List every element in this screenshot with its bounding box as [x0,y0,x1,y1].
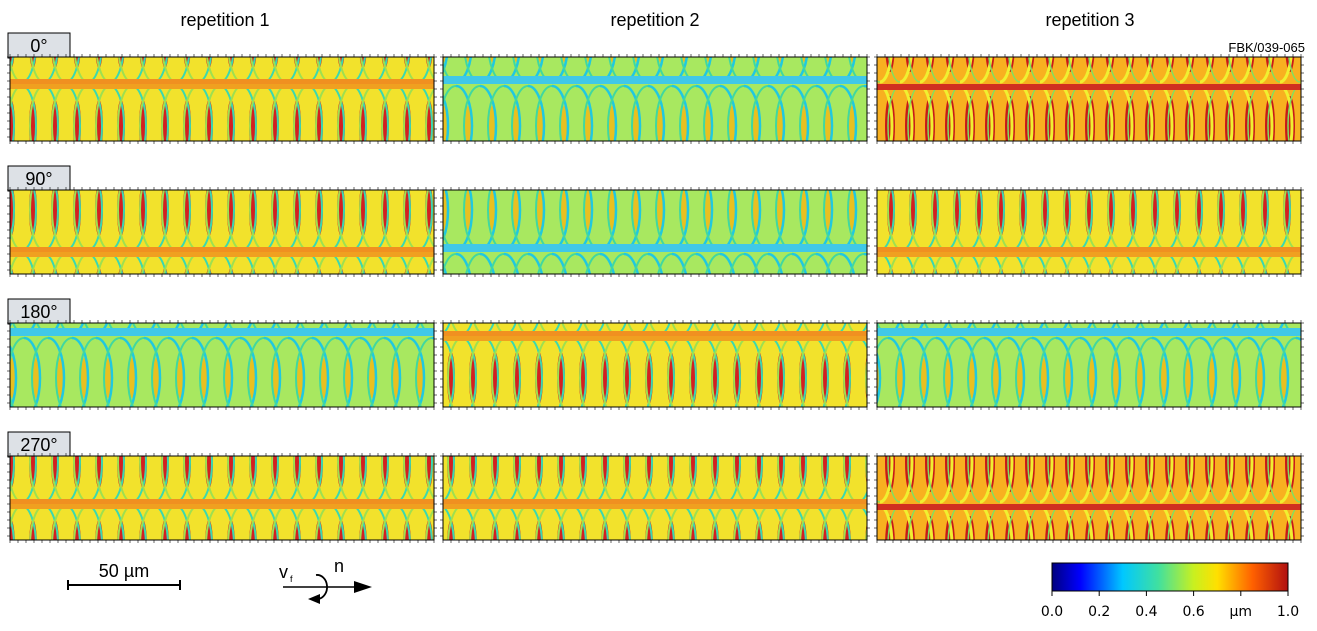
topography-map [877,456,1301,540]
topography-map [443,323,867,407]
column-title: repetition 1 [180,10,269,30]
row-label: 180° [20,302,57,322]
feed-label: v [279,562,288,582]
specimen-id: FBK/039-065 [1228,40,1305,55]
colorbar-label: 1.0 [1277,604,1299,620]
feed-arrowhead [354,581,372,593]
column-title: repetition 2 [610,10,699,30]
row-label: 270° [20,435,57,455]
row-label: 0° [30,36,47,56]
figure: repetition 1 repetition 2 repetition 3 F… [0,0,1317,626]
colorbar-ticks: 0.0 0.2 0.4 0.6 µm 1.0 [1041,591,1299,620]
colorbar-label: 0.2 [1088,604,1110,620]
topography-map [877,57,1301,141]
topography-map [443,57,867,141]
colorbar [1052,563,1288,591]
topography-map [10,57,434,141]
row-label: 90° [25,169,52,189]
column-title: repetition 3 [1045,10,1134,30]
topography-map [443,190,867,274]
scale-bar-label: 50 µm [99,561,149,581]
topography-map [443,456,867,540]
topography-map [877,190,1301,274]
page: repetition 1 repetition 2 repetition 3 F… [0,0,1317,631]
rotation-label: n [334,556,344,576]
colorbar-label: 0.4 [1135,604,1157,620]
panels: 0° 90° 180° 270° [7,33,1304,543]
topography-map [10,323,434,407]
colorbar-label: µm [1230,604,1253,620]
topography-map [10,456,434,540]
rotation-arrowhead [308,594,320,604]
colorbar-label: 0.6 [1182,604,1204,620]
feed-subscript: f [290,574,293,584]
topography-map [877,323,1301,407]
colorbar-label: 0.0 [1041,604,1063,620]
topography-map [10,190,434,274]
